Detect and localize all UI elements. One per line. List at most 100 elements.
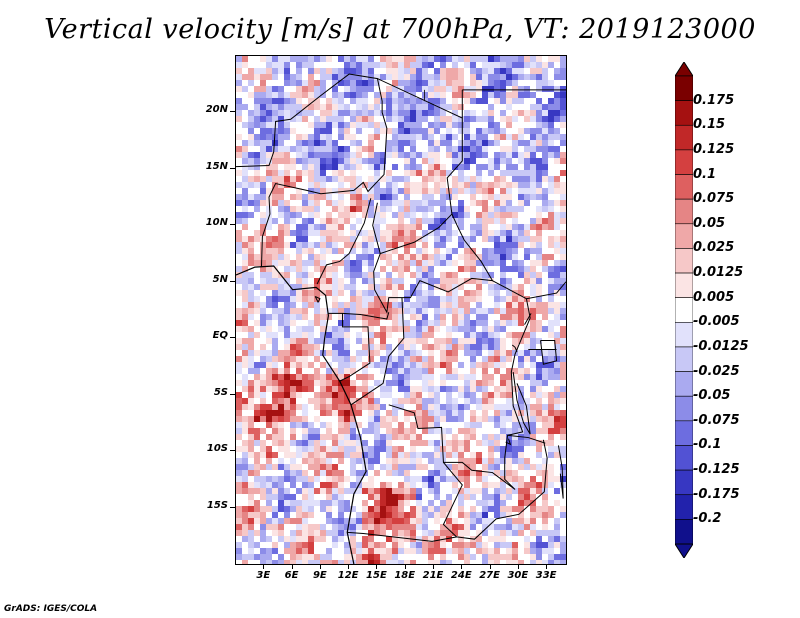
map-plot-area — [235, 55, 567, 565]
colorbar-swatch — [675, 198, 693, 225]
y-tick — [230, 506, 235, 508]
colorbar-swatch — [675, 519, 693, 545]
lake-mweru — [505, 438, 512, 446]
border-south-sudan-east — [526, 281, 566, 300]
colorbar-swatch — [675, 149, 693, 175]
colorbar-label: 0.0125 — [693, 265, 744, 281]
coastline-west — [236, 265, 367, 564]
x-tick — [319, 564, 321, 569]
colorbar-bottom-arrow — [675, 543, 693, 558]
x-tick — [517, 564, 519, 569]
border-drc-east — [388, 280, 531, 490]
y-tick — [230, 167, 235, 169]
colorbar-swatch — [675, 371, 693, 397]
y-tick — [230, 224, 235, 226]
border-congo-drc — [350, 297, 405, 406]
x-tick — [348, 564, 350, 569]
colorbar-swatch — [675, 100, 693, 126]
lake-victoria-outline — [540, 339, 558, 365]
y-tick-label: 5S — [213, 386, 228, 398]
x-tick-label: 33E — [535, 570, 557, 581]
colorbar-swatch — [675, 445, 693, 471]
colorbar-label: -0.125 — [693, 462, 740, 478]
x-tick — [489, 564, 491, 569]
lake-albert — [524, 313, 532, 325]
colorbar-swatch — [675, 420, 693, 446]
colorbar-label: -0.175 — [693, 486, 740, 502]
border-car — [373, 213, 494, 314]
colorbar-swatch — [675, 469, 693, 496]
y-tick — [230, 280, 235, 282]
x-tick-label: 18E — [394, 570, 416, 581]
colorbar-label: -0.025 — [693, 363, 740, 379]
grads-credit: GrADS: IGES/COLA — [4, 604, 98, 614]
y-tick-label: 5N — [212, 273, 228, 285]
border-tanzania-zambia — [507, 434, 546, 444]
border-zambia — [456, 439, 548, 540]
lake-tanganyika — [512, 372, 531, 435]
border-nigeria-cameroon — [316, 198, 372, 285]
y-tick — [230, 393, 235, 395]
colorbar-swatch — [675, 272, 693, 298]
x-tick-label: 24E — [450, 570, 472, 581]
colorbar-swatch — [675, 223, 693, 249]
colorbar — [675, 62, 693, 558]
colorbar-label: 0.175 — [693, 92, 735, 108]
y-tick — [230, 337, 235, 339]
colorbar-swatch — [675, 174, 693, 200]
colorbar-label: 0.005 — [693, 289, 735, 305]
y-tick-label: EQ — [212, 330, 228, 342]
y-tick-label: 15S — [206, 499, 228, 511]
colorbar-label: -0.1 — [693, 437, 722, 453]
y-tick-label: 10S — [206, 443, 228, 455]
colorbar-top-arrow — [675, 62, 693, 77]
x-tick — [404, 564, 406, 569]
plot-title: Vertical velocity [m/s] at 700hPa, VT: 2… — [44, 14, 756, 45]
colorbar-swatch — [675, 297, 693, 323]
x-tick-label: 15E — [366, 570, 387, 581]
border-chad — [372, 78, 463, 255]
colorbar-label: 0.05 — [693, 215, 726, 231]
x-tick-label: 21E — [422, 570, 444, 581]
bioko-island — [314, 296, 321, 304]
lake-edward — [511, 344, 518, 352]
colorbar-label: 0.075 — [693, 191, 735, 207]
x-tick-label: 6E — [284, 570, 299, 581]
colorbar-swatch — [675, 346, 693, 372]
y-tick — [230, 450, 235, 452]
colorbar-swatch — [675, 395, 693, 422]
border-cameroon-gabon — [328, 312, 390, 320]
colorbar-swatch — [675, 75, 693, 101]
colorbar-swatch — [675, 322, 693, 348]
colorbar-label: 0.1 — [693, 166, 717, 182]
colorbar-label: 0.15 — [693, 117, 726, 133]
colorbar-swatch — [675, 124, 693, 151]
y-tick-label: 10N — [205, 217, 228, 229]
lake-malawi — [557, 445, 564, 499]
x-tick-label: 3E — [256, 570, 271, 581]
x-tick — [433, 564, 434, 569]
x-tick — [291, 564, 293, 569]
x-tick — [376, 564, 378, 569]
colorbar-swatch — [675, 248, 693, 274]
y-tick-label: 20N — [205, 104, 228, 116]
colorbar-label: -0.05 — [693, 388, 731, 404]
border-niger-nigeria — [236, 73, 388, 268]
x-tick — [546, 564, 548, 569]
colorbar-label: -0.0125 — [693, 338, 749, 354]
colorbar-label: 0.025 — [693, 240, 735, 256]
colorbar-label: 0.125 — [693, 141, 735, 157]
y-tick-label: 15N — [205, 160, 228, 172]
colorbar-swatch — [675, 494, 693, 520]
x-tick-label: 12E — [337, 570, 359, 581]
y-tick — [230, 111, 235, 113]
x-tick-label: 9E — [312, 570, 327, 581]
field-cells — [236, 56, 566, 564]
colorbar-label: -0.005 — [693, 314, 740, 330]
colorbar-label: -0.075 — [693, 412, 740, 428]
colorbar-label: -0.2 — [693, 511, 722, 527]
x-tick-label: 27E — [479, 570, 500, 581]
x-tick — [263, 564, 265, 569]
x-tick — [461, 564, 463, 569]
x-tick-label: 30E — [507, 570, 529, 581]
